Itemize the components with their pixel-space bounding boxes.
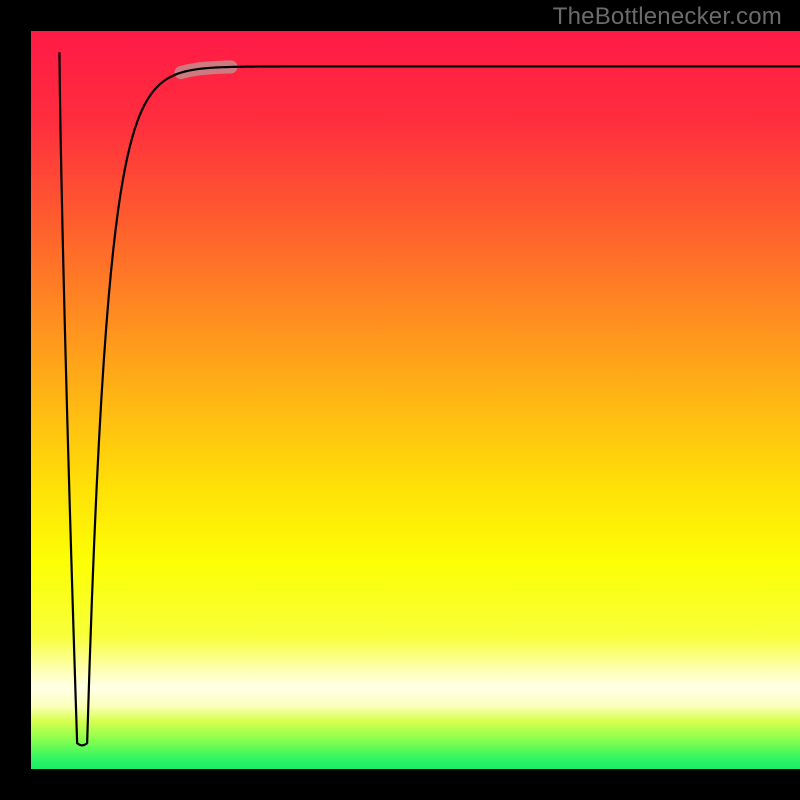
chart-svg [0,0,800,800]
chart-plot-area [31,31,800,769]
chart-container: TheBottlenecker.com [0,0,800,800]
watermark-text: TheBottlenecker.com [553,3,782,31]
